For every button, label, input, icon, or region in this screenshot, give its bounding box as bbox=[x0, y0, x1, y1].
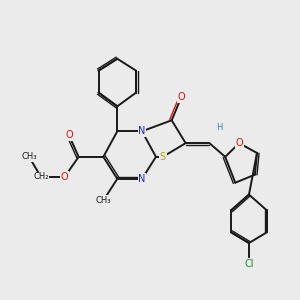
Text: Cl: Cl bbox=[244, 259, 254, 269]
Text: H: H bbox=[216, 123, 222, 132]
Text: O: O bbox=[236, 138, 243, 148]
Text: CH₃: CH₃ bbox=[21, 152, 37, 161]
Text: N: N bbox=[138, 126, 146, 136]
Text: O: O bbox=[177, 92, 185, 102]
Text: CH₃: CH₃ bbox=[96, 196, 111, 205]
Text: S: S bbox=[160, 152, 166, 162]
Text: O: O bbox=[65, 130, 73, 140]
Text: N: N bbox=[138, 174, 146, 184]
Text: O: O bbox=[61, 172, 68, 182]
Text: CH₂: CH₂ bbox=[33, 172, 49, 181]
